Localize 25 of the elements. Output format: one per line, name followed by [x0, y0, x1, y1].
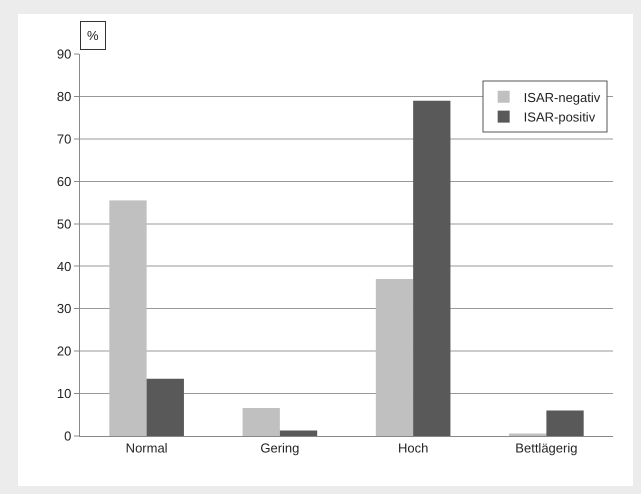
y-tick-label: 80	[56, 88, 72, 104]
y-tick-label: 50	[56, 216, 72, 232]
bar	[146, 378, 184, 436]
x-tick-label: Hoch	[398, 440, 428, 456]
y-tick-label: 40	[56, 258, 72, 274]
bar	[242, 408, 280, 436]
bar	[413, 100, 450, 436]
legend-label: ISAR-negativ	[524, 90, 601, 105]
y-tick-label: 90	[56, 46, 72, 62]
y-tick-label: 20	[56, 344, 72, 359]
bar	[280, 430, 318, 436]
y-tick-label: 30	[56, 301, 72, 316]
x-tick-label: Gering	[260, 440, 300, 456]
y-tick-label: 70	[56, 131, 72, 146]
legend-label: ISAR-positiv	[524, 110, 596, 125]
y-tick-label: 60	[56, 174, 72, 189]
bar	[109, 200, 147, 436]
bar	[376, 278, 414, 436]
x-tick-label: Bettlägerig	[515, 440, 578, 456]
y-axis-title: %	[87, 28, 99, 43]
bar	[546, 410, 584, 436]
x-tick-label: Normal	[126, 440, 168, 456]
bar	[509, 433, 546, 436]
y-tick-label: 10	[56, 386, 72, 402]
y-tick-label: 0	[64, 428, 72, 444]
